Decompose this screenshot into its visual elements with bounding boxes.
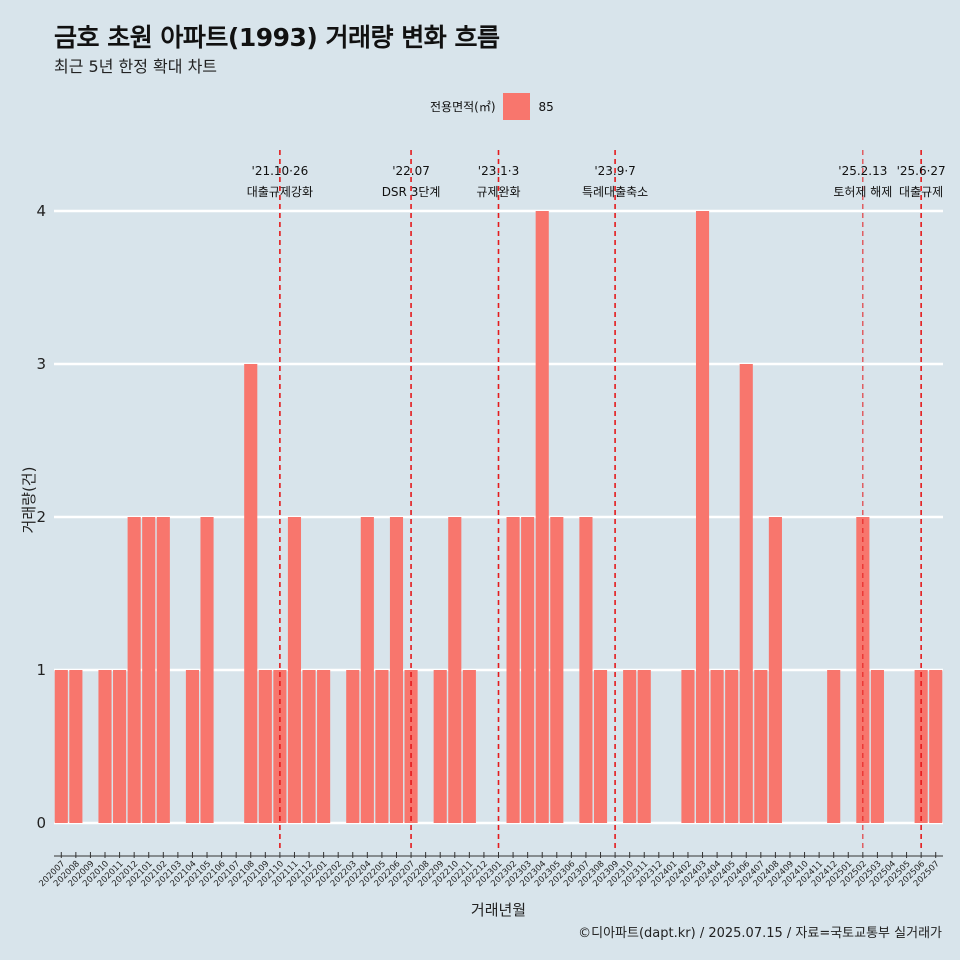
bar [550, 517, 564, 823]
bar [623, 670, 637, 823]
bar [637, 670, 651, 823]
bar [593, 670, 608, 823]
bar [375, 670, 389, 823]
event-date: '21.10·26 [252, 164, 309, 178]
bar [200, 517, 214, 823]
bar [142, 517, 156, 823]
y-tick-label: 2 [36, 508, 46, 526]
bar [695, 211, 710, 823]
legend-label: 85 [538, 99, 554, 114]
event-label: DSR 3단계 [382, 185, 441, 199]
bar [768, 517, 782, 823]
bar [317, 670, 331, 823]
bar [725, 670, 739, 823]
bar [127, 517, 141, 823]
bar [258, 670, 272, 823]
legend-title: 전용면적(㎡) [430, 100, 496, 114]
bar [754, 670, 768, 823]
chart-subtitle: 최근 5년 한정 확대 차트 [54, 57, 218, 76]
bar [462, 670, 476, 823]
legend: 전용면적(㎡) 85 [430, 93, 554, 120]
bar [244, 364, 258, 823]
x-axis-title: 거래년월 [471, 901, 526, 919]
bar [681, 670, 695, 823]
bar [710, 670, 724, 823]
bar [856, 517, 870, 823]
y-tick-label: 0 [36, 814, 46, 832]
bar [360, 517, 374, 823]
caption: ©디아파트(dapt.kr) / 2025.07.15 / 자료=국토교통부 실… [578, 926, 942, 941]
event-date: '22.07 [392, 164, 430, 178]
bar [302, 670, 316, 823]
y-axis-title: 거래량(건) [20, 467, 38, 534]
y-tick-label: 4 [36, 202, 46, 220]
legend-key [502, 93, 530, 120]
bar [506, 517, 520, 823]
bar [156, 517, 170, 823]
bar [929, 670, 943, 823]
bar [113, 670, 127, 823]
y-tick-label: 3 [36, 355, 46, 373]
bar [579, 517, 593, 823]
bar [185, 670, 200, 823]
chart-title: 금호 초원 아파트(1993) 거래량 변화 흐름 [54, 23, 500, 52]
bar [521, 517, 535, 823]
bar [870, 670, 884, 823]
event-label: 대출규제 [899, 185, 943, 199]
event-label: 특례대출축소 [582, 185, 648, 199]
event-label: 토허제 해제 [833, 185, 892, 199]
bar [827, 670, 841, 823]
bar [433, 670, 447, 823]
bar [98, 670, 112, 823]
event-date: '23.1·3 [478, 164, 519, 178]
bar [389, 517, 404, 823]
bar [287, 517, 302, 823]
event-date: '25.2.13 [838, 164, 887, 178]
event-date: '25.6·27 [897, 164, 946, 178]
bar [448, 517, 462, 823]
event-date: '23.9·7 [594, 164, 635, 178]
event-label: 대출규제강화 [247, 185, 313, 199]
y-tick-label: 1 [36, 661, 46, 679]
bar [535, 211, 549, 823]
bar [346, 670, 360, 823]
bar [739, 364, 753, 823]
event-label: 규제완화 [476, 185, 520, 199]
bar [54, 670, 68, 823]
bar [69, 670, 83, 823]
